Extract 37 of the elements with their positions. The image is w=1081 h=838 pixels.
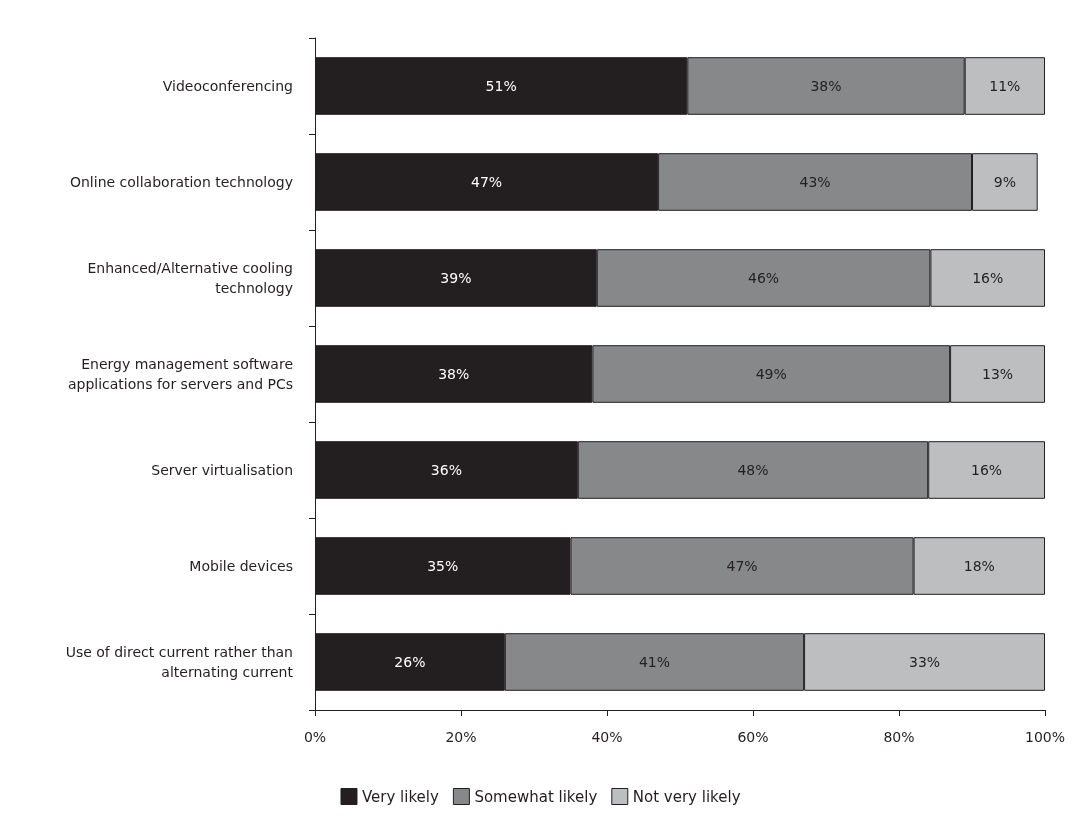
- y-tick-label: Videoconferencing: [162, 78, 293, 94]
- legend-label: Very likely: [361, 787, 439, 806]
- data-label: 36%: [430, 462, 462, 478]
- y-tick-label: Energy management software applications for servers and PCs: [67, 356, 293, 392]
- data-label: 38%: [438, 366, 470, 382]
- legend-label: Somewhat likely: [474, 787, 598, 806]
- data-label: 46%: [748, 270, 780, 286]
- x-tick-label: 100%: [1024, 729, 1066, 745]
- data-label: 49%: [755, 366, 787, 382]
- data-label: 11%: [989, 78, 1021, 94]
- y-tick-label: Enhanced/Alternative cooling technology: [87, 260, 293, 296]
- y-tick-label: Online collaboration technology: [69, 174, 293, 190]
- data-label: 33%: [908, 654, 941, 670]
- x-tick-label: 20%: [445, 729, 477, 745]
- y-tick-label: Use of direct current rather than alternating current: [65, 644, 294, 680]
- x-tick-label: 0%: [303, 729, 327, 745]
- data-label: 26%: [394, 654, 426, 670]
- data-label: 47%: [470, 174, 503, 190]
- data-label: 16%: [971, 462, 1003, 478]
- x-tick-label: 60%: [737, 729, 769, 745]
- y-tick-label: Mobile devices: [189, 558, 293, 574]
- data-label: 41%: [638, 654, 671, 670]
- legend-label: Not very likely: [632, 787, 741, 806]
- data-label: 9%: [993, 174, 1016, 190]
- data-label: 43%: [799, 174, 831, 190]
- x-tick-label: 80%: [883, 729, 915, 745]
- data-label: 39%: [440, 270, 472, 286]
- data-label: 48%: [737, 462, 769, 478]
- data-label: 13%: [981, 366, 1014, 382]
- data-label: 47%: [726, 558, 758, 574]
- y-tick-label: Server virtualisation: [151, 462, 293, 478]
- x-tick-label: 40%: [591, 729, 623, 745]
- data-label: 51%: [485, 78, 517, 94]
- data-label: 35%: [427, 558, 459, 574]
- data-label: 38%: [810, 78, 842, 94]
- data-label: 18%: [963, 558, 995, 574]
- data-label: 16%: [972, 270, 1004, 286]
